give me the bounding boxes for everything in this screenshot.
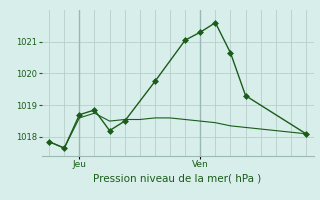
X-axis label: Pression niveau de la mer( hPa ): Pression niveau de la mer( hPa )	[93, 173, 262, 183]
